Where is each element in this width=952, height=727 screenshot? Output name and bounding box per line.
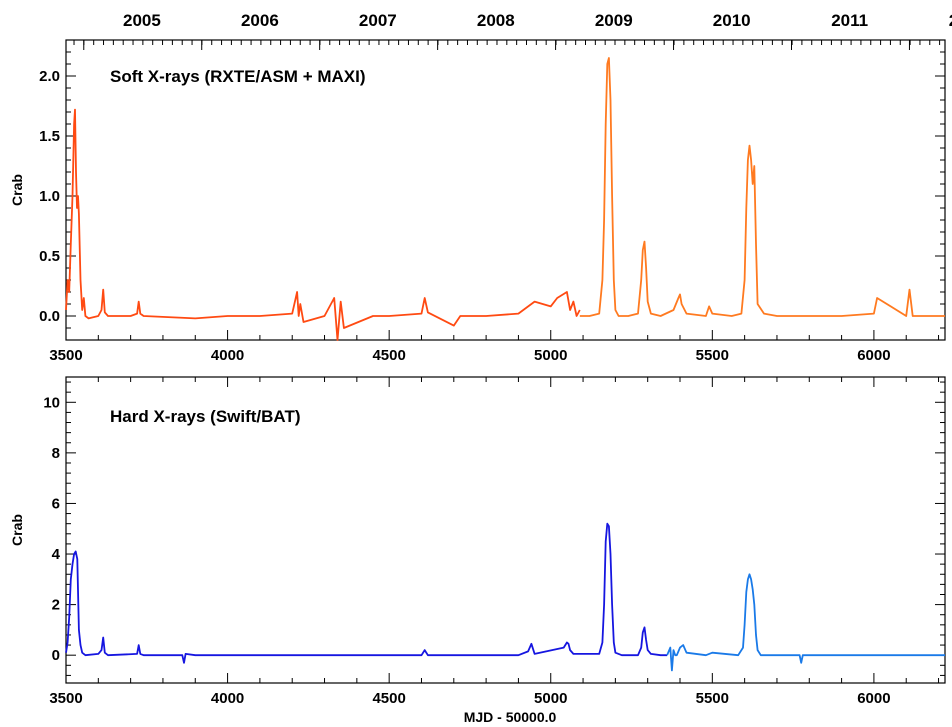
year-label: 2011 bbox=[831, 11, 868, 30]
x-tick-label: 5500 bbox=[696, 690, 729, 707]
x-tick-label: 5000 bbox=[534, 347, 567, 364]
year-label: 2012 bbox=[949, 11, 952, 30]
y-tick-labels: 0.0 0.5 1.0 1.5 2.0 bbox=[39, 68, 60, 325]
x-tick-label: 4000 bbox=[211, 690, 244, 707]
y-tick-label: 6 bbox=[52, 495, 60, 512]
y-tick-label: 0 bbox=[52, 647, 60, 664]
y-tick-label: 2 bbox=[52, 597, 60, 614]
x-tick-label: 4000 bbox=[211, 347, 244, 364]
y-tick-label: 1.5 bbox=[39, 128, 60, 145]
series-group bbox=[65, 57, 945, 341]
year-label: 2008 bbox=[477, 11, 515, 30]
y-tick-label: 8 bbox=[52, 445, 60, 462]
y-tick-label: 2.0 bbox=[39, 68, 60, 85]
y-tick-labels: 0 2 4 6 8 10 bbox=[43, 394, 60, 664]
series-line bbox=[65, 108, 581, 341]
top-year-axis: 2005 2006 2007 2008 2009 2010 2011 2012 bbox=[123, 11, 952, 30]
x-tick-label: 6000 bbox=[857, 690, 890, 707]
panel-label: Soft X-rays (RXTE/ASM + MAXI) bbox=[110, 67, 366, 86]
series-line bbox=[65, 522, 668, 664]
tick-marks bbox=[65, 40, 945, 341]
plot-frame bbox=[65, 39, 946, 341]
x-tick-label: 3500 bbox=[49, 690, 82, 707]
soft-xray-panel: Soft X-rays (RXTE/ASM + MAXI) Crab 0.0 0… bbox=[9, 39, 946, 364]
x-tick-label: 5000 bbox=[534, 690, 567, 707]
x-axis-label: MJD - 50000.0 bbox=[464, 709, 557, 725]
panel-label: Hard X-rays (Swift/BAT) bbox=[110, 407, 301, 426]
series-line bbox=[666, 573, 945, 672]
y-axis-label: Crab bbox=[9, 514, 25, 546]
x-tick-label: 5500 bbox=[696, 347, 729, 364]
x-tick-label: 4500 bbox=[372, 690, 405, 707]
y-axis-label: Crab bbox=[9, 174, 25, 206]
year-label: 2007 bbox=[359, 11, 397, 30]
plot-frame bbox=[65, 376, 946, 684]
year-label: 2009 bbox=[595, 11, 633, 30]
y-tick-label: 10 bbox=[43, 394, 60, 411]
year-label: 2005 bbox=[123, 11, 161, 30]
y-tick-label: 0.5 bbox=[39, 248, 60, 265]
x-tick-labels: 3500 4000 4500 5000 5500 6000 bbox=[49, 347, 890, 364]
y-tick-label: 4 bbox=[52, 546, 61, 563]
year-label: 2006 bbox=[241, 11, 279, 30]
y-tick-label: 1.0 bbox=[39, 188, 60, 205]
x-tick-label: 4500 bbox=[372, 347, 405, 364]
x-tick-label: 3500 bbox=[49, 347, 82, 364]
hard-xray-panel: Hard X-rays (Swift/BAT) Crab MJD - 50000… bbox=[9, 376, 946, 725]
x-tick-labels: 3500 4000 4500 5000 5500 6000 bbox=[49, 690, 890, 707]
x-tick-label: 6000 bbox=[857, 347, 890, 364]
year-label: 2010 bbox=[713, 11, 751, 30]
y-tick-label: 0.0 bbox=[39, 308, 60, 325]
series-group bbox=[65, 522, 945, 672]
series-line bbox=[579, 57, 945, 317]
